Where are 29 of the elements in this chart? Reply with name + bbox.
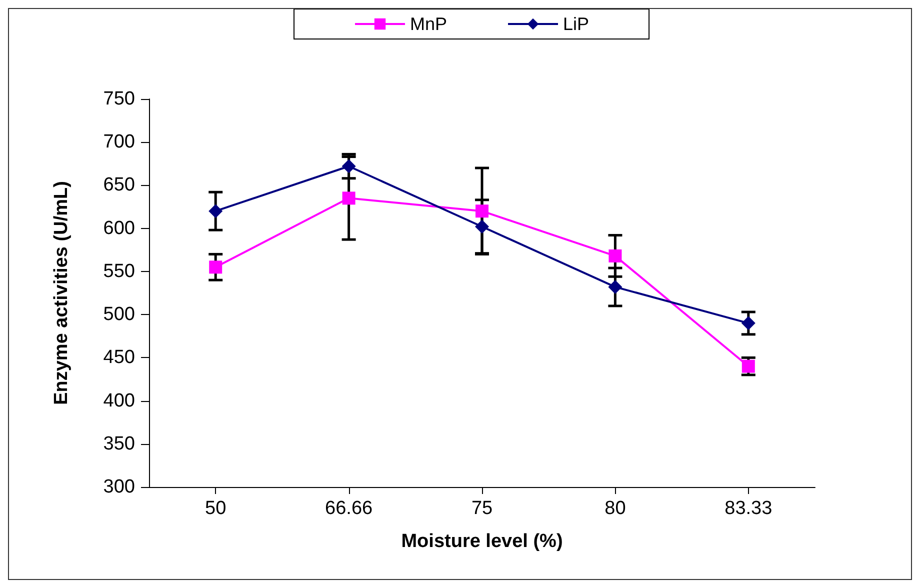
point (742, 360, 755, 373)
x-tick-label: 80 (604, 498, 626, 519)
point (741, 316, 756, 330)
x-tick-label: 50 (205, 498, 226, 519)
y-tick-label: 300 (103, 476, 135, 498)
point (608, 249, 622, 262)
point (342, 192, 356, 205)
y-tick-label: 500 (103, 304, 135, 326)
x-axis-title: Moisture level (%) (401, 531, 563, 552)
y-tick-label: 400 (103, 390, 135, 412)
y-axis-title: Enzyme activities (U/mL) (51, 181, 72, 405)
y-tick-label: 750 (103, 88, 135, 110)
legend-label: LiP (563, 14, 590, 34)
y-tick-label: 650 (103, 174, 135, 196)
x-tick-label: 75 (471, 498, 493, 519)
y-tick-label: 450 (103, 347, 135, 368)
point (476, 204, 488, 218)
point (209, 260, 222, 274)
y-tick-label: 600 (103, 218, 135, 239)
point (608, 280, 622, 294)
x-tick-label: 83.33 (724, 498, 772, 519)
point (475, 220, 489, 234)
x-tick-label: 66.66 (325, 498, 373, 519)
y-tick-label: 350 (103, 433, 135, 454)
point (208, 204, 223, 218)
point (342, 159, 356, 174)
y-tick-label: 700 (103, 132, 135, 153)
legend-label: MnP (410, 14, 448, 34)
y-tick-label: 550 (103, 260, 135, 282)
